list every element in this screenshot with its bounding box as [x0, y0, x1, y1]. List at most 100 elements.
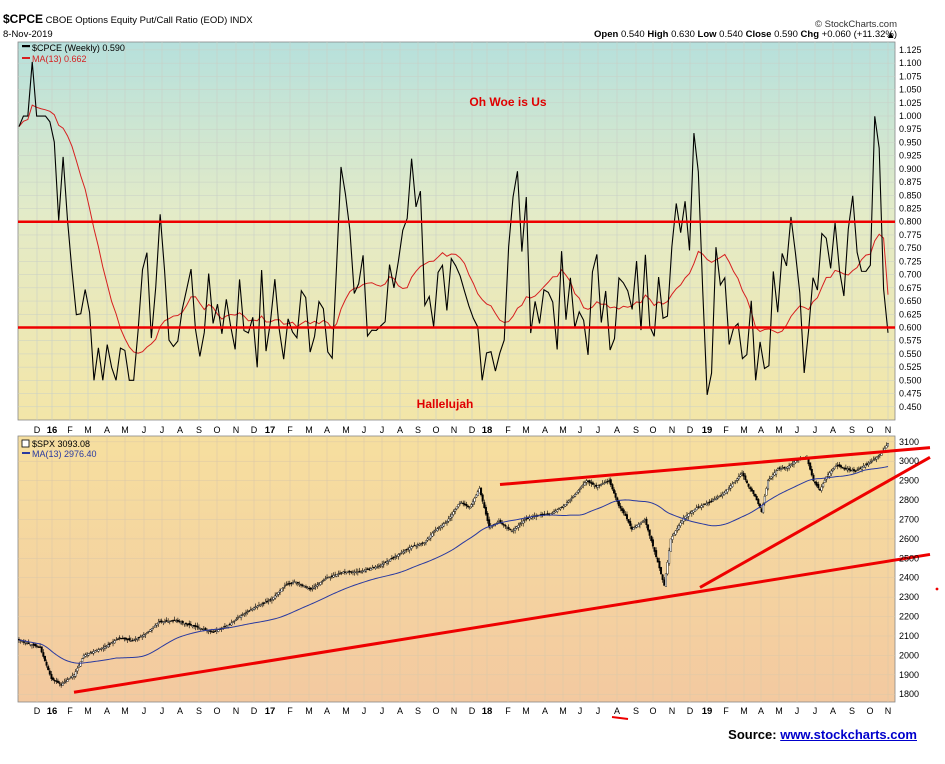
candle-body [387, 560, 390, 562]
x-tick-bottom: S [633, 706, 639, 716]
candle-body [614, 493, 617, 498]
candle-body [285, 584, 288, 586]
top-series [18, 61, 895, 396]
candle-body [89, 652, 92, 654]
candle-body [322, 579, 325, 582]
candle-body [168, 620, 171, 623]
y-tick-top: 0.450 [899, 402, 922, 412]
x-tick-top: N [885, 425, 892, 435]
candle-body [848, 468, 851, 470]
candle-body [481, 494, 484, 502]
candle-body [760, 508, 763, 512]
x-tick-top: D [469, 425, 476, 435]
quote-line: Open 0.540 High 0.630 Low 0.540 Close 0.… [594, 29, 897, 40]
x-tick-top: N [233, 425, 240, 435]
candle-body [309, 587, 312, 590]
candle-body [622, 509, 625, 514]
candle-body [301, 584, 304, 586]
candle-body [238, 616, 241, 618]
candle-body [21, 640, 24, 643]
candle-body [339, 572, 342, 575]
candle-body [809, 462, 812, 470]
x-tick-bottom: J [578, 706, 583, 716]
candle-body [715, 497, 718, 501]
legend-spx: $SPX 3093.08 [32, 439, 90, 449]
candle-body [431, 532, 434, 537]
x-tick-bottom: O [432, 706, 439, 716]
candle-body [159, 621, 162, 623]
candle-body [316, 584, 319, 587]
x-tick-bottom: F [723, 706, 729, 716]
candle-body [188, 623, 191, 626]
candle-body [559, 507, 562, 510]
candle-body [181, 620, 184, 624]
candle-body [708, 501, 711, 503]
candle-body [554, 510, 557, 513]
y-tick-top: 0.975 [899, 124, 922, 134]
candle-body [172, 620, 175, 622]
candle-body [672, 533, 675, 536]
x-tick-top: 17 [265, 425, 276, 436]
candle-body [447, 518, 450, 522]
candle-body [638, 522, 641, 525]
candle-body [386, 561, 389, 564]
candle-body [68, 678, 71, 680]
candle-body [405, 548, 408, 551]
candle-body [131, 640, 134, 642]
candle-body [441, 524, 444, 528]
candle-body [776, 468, 779, 471]
candle-body [792, 461, 795, 465]
trendline [699, 456, 931, 589]
candle-body [634, 526, 637, 528]
candle-body [48, 670, 51, 675]
candle-body [501, 523, 504, 525]
x-tick-bottom: A [542, 706, 548, 716]
candle-body [880, 453, 883, 456]
candle-body [677, 525, 680, 530]
scroll-up-icon[interactable]: ▲ [886, 30, 896, 41]
candle-body [668, 550, 671, 564]
candle-body [335, 574, 338, 577]
candle-body [611, 484, 614, 490]
close-label: Close [745, 29, 772, 40]
candle-body [296, 582, 299, 584]
candle-body [147, 630, 150, 633]
candle-body [58, 682, 61, 684]
candle-body [24, 642, 27, 644]
candle-body [742, 472, 745, 477]
candle-body [66, 679, 69, 682]
legend-ma-spx: MA(13) 2976.40 [32, 449, 97, 459]
x-tick-bottom: 18 [482, 706, 493, 717]
x-tick-top: J [380, 425, 385, 435]
candle-body [645, 518, 648, 526]
candle-body [368, 568, 371, 570]
candle-body [129, 640, 132, 642]
candle-body [421, 542, 424, 544]
candle-body [462, 502, 465, 505]
candle-body [442, 523, 445, 527]
candle-body [183, 623, 186, 625]
candle-body [857, 468, 860, 471]
candle-body [690, 511, 693, 514]
candle-body [170, 620, 173, 622]
candle-body [154, 625, 157, 628]
candle-body [351, 571, 354, 573]
candle-body [30, 644, 33, 646]
trendline [73, 552, 931, 694]
candle-body [105, 645, 108, 647]
candle-body [223, 626, 226, 628]
high-value: 0.630 [671, 29, 695, 40]
source-link[interactable]: www.stockcharts.com [780, 727, 917, 742]
candle-body [621, 508, 624, 511]
x-tick-top: F [505, 425, 511, 435]
candle-body [640, 521, 643, 523]
x-tick-top: O [432, 425, 439, 435]
candle-body [460, 502, 463, 504]
candle-body [625, 514, 628, 520]
candle-body [747, 483, 750, 487]
y-tick-top: 0.875 [899, 177, 922, 187]
candle-body [674, 530, 677, 535]
x-tick-bottom: A [758, 706, 764, 716]
candle-body [658, 560, 661, 569]
x-tick-top: A [104, 425, 110, 435]
